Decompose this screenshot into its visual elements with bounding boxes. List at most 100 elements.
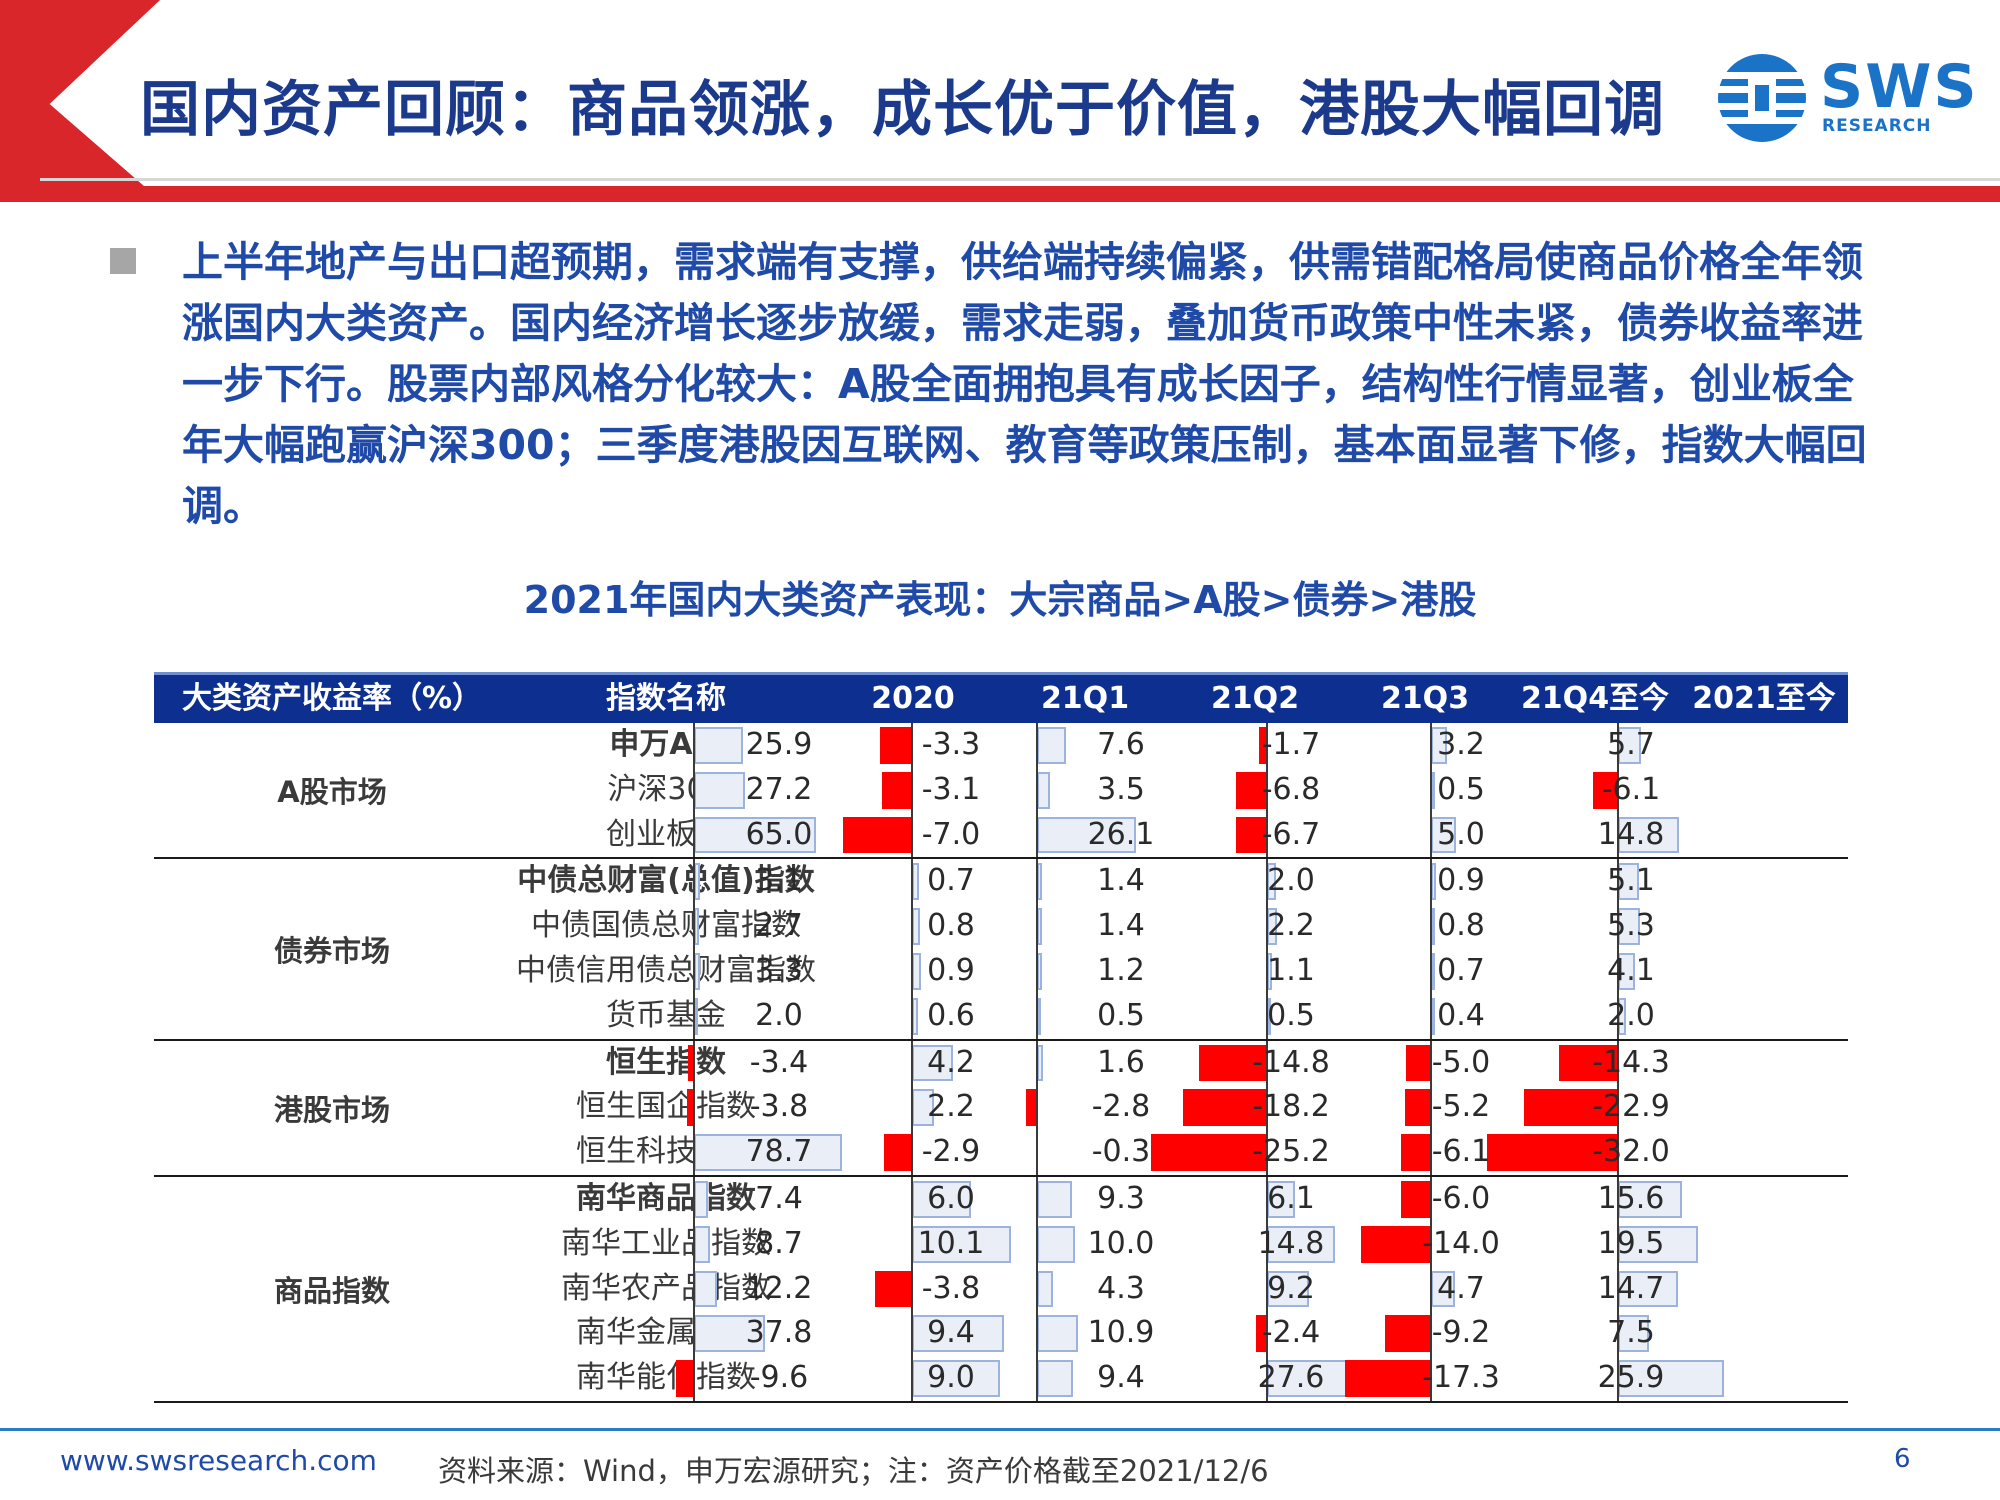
value-label: 1.4 [1097, 863, 1145, 899]
value-label: -6.8 [1261, 771, 1321, 807]
positive-bar [1618, 1270, 1679, 1308]
header-red-chevron [0, 0, 160, 200]
positive-bar [1267, 952, 1273, 990]
value-cell: 2.2 [866, 1085, 1036, 1131]
value-cell: 6.0 [866, 1176, 1036, 1222]
value-label: -5.0 [1431, 1044, 1491, 1080]
value-label: 37.8 [745, 1315, 813, 1351]
value-cell: 9.0 [866, 1356, 1036, 1401]
value-cell: 7.5 [1546, 1311, 1716, 1357]
footer-url[interactable]: www.swsresearch.com [60, 1444, 377, 1477]
value-label: 12.2 [745, 1270, 813, 1306]
positive-bar [1037, 863, 1043, 901]
negative-bar [1255, 1315, 1267, 1353]
positive-bar [1267, 1180, 1296, 1218]
positive-bar [1267, 1225, 1336, 1263]
value-cell: 2.0 [1206, 859, 1376, 905]
positive-bar [1037, 1044, 1044, 1082]
negative-bar [687, 1044, 694, 1082]
positive-bar [1618, 1360, 1725, 1397]
column-header: 21Q1 [1040, 681, 1130, 716]
index-name: 货币基金 [606, 997, 726, 1033]
value-label: 2.2 [1267, 908, 1315, 944]
value-cell: -5.2 [1376, 1085, 1546, 1131]
bar-axis [911, 1130, 913, 1175]
bar-axis [1266, 1356, 1268, 1401]
bar-axis [1617, 1040, 1619, 1086]
value-cell: 3.3 [693, 948, 864, 994]
bar-axis [1430, 1266, 1432, 1312]
value-cell: 7.6 [1036, 723, 1206, 768]
bar-axis [693, 948, 695, 994]
value-cell: 10.9 [1036, 1311, 1206, 1357]
value-label: 0.8 [927, 908, 975, 944]
bar-axis [1266, 723, 1268, 768]
positive-bar [694, 908, 700, 945]
value-cell: 0.6 [866, 993, 1036, 1039]
value-label: 0.5 [1267, 997, 1315, 1033]
bar-axis [1036, 1040, 1038, 1086]
table-row: 南华农产品指数 12.2 -3.8 4.3 9.2 4.7 14.7 [154, 1266, 1848, 1312]
positive-bar [1431, 727, 1447, 764]
value-cell: 0.5 [1206, 993, 1376, 1039]
value-label: 8.7 [755, 1225, 803, 1261]
positive-bar [1037, 1315, 1079, 1353]
value-cell: 4.3 [1036, 1266, 1206, 1312]
value-cell: -32.0 [1486, 1130, 1716, 1175]
bar-axis [1617, 904, 1619, 949]
bar-axis [1430, 1356, 1432, 1401]
value-label: -2.9 [921, 1134, 981, 1170]
positive-bar [1037, 908, 1043, 945]
value-label: 15.6 [1597, 1180, 1665, 1216]
value-label: 9.4 [1097, 1360, 1145, 1396]
value-cell: 9.2 [1206, 1266, 1376, 1312]
index-name: 南华农产品指数 [561, 1270, 771, 1306]
positive-bar [1037, 816, 1137, 854]
value-cell: 4.1 [1546, 948, 1716, 994]
value-cell: 5.1 [1546, 859, 1716, 905]
value-label: 9.3 [1097, 1180, 1145, 1216]
bar-axis [1036, 1130, 1038, 1175]
column-header: 指数名称 [606, 681, 726, 716]
positive-bar [1267, 908, 1278, 945]
value-cell: -2.8 [1026, 1085, 1206, 1131]
value-cell: 25.9 [1546, 1356, 1725, 1401]
value-cell: 10.0 [1036, 1221, 1206, 1267]
value-label: 6.0 [927, 1180, 975, 1216]
value-label: 65.0 [745, 816, 813, 852]
negative-bar [1400, 1134, 1431, 1171]
value-label: 2.0 [755, 997, 803, 1033]
bar-axis [1266, 1130, 1268, 1175]
value-label: 5.1 [1607, 863, 1655, 899]
positive-bar [694, 952, 701, 990]
bar-axis [1430, 948, 1432, 994]
bar-axis [1036, 1176, 1038, 1222]
negative-bar [1236, 816, 1267, 854]
value-cell: 5.7 [1546, 723, 1716, 768]
bar-axis [693, 1356, 695, 1401]
positive-bar [1618, 997, 1627, 1035]
value-label: -6.0 [1431, 1180, 1491, 1216]
value-label: -18.2 [1252, 1089, 1330, 1125]
bar-axis [693, 1085, 695, 1131]
value-label: -25.2 [1252, 1134, 1330, 1170]
value-label: -9.6 [749, 1360, 809, 1396]
bar-axis [1430, 859, 1432, 905]
asset-group: 商品指数 南华商品指数 7.4 6.0 9.3 6.1 -6.0 15.6 南华工业品指数 8.7… [154, 1176, 1848, 1403]
positive-bar [1431, 952, 1435, 990]
value-label: 10.1 [917, 1225, 985, 1261]
value-label: -6.7 [1261, 816, 1321, 852]
value-label: 2.7 [755, 908, 803, 944]
value-label: 0.9 [927, 952, 975, 988]
asset-group: 债券市场 中债总财富(总值)指数 3.1 0.7 1.4 2.0 0.9 5.1 中债国债总财富… [154, 859, 1848, 1041]
value-cell: 2.0 [693, 993, 864, 1039]
bar-axis [693, 1176, 695, 1222]
value-label: 9.0 [927, 1360, 975, 1396]
value-label: -0.3 [1091, 1134, 1151, 1170]
value-label: 1.6 [1097, 1044, 1145, 1080]
bar-axis [1036, 1266, 1038, 1312]
negative-bar [686, 1089, 694, 1127]
bar-axis [1617, 767, 1619, 813]
value-cell: 65.0 [693, 812, 864, 858]
value-label: 4.1 [1607, 952, 1655, 988]
